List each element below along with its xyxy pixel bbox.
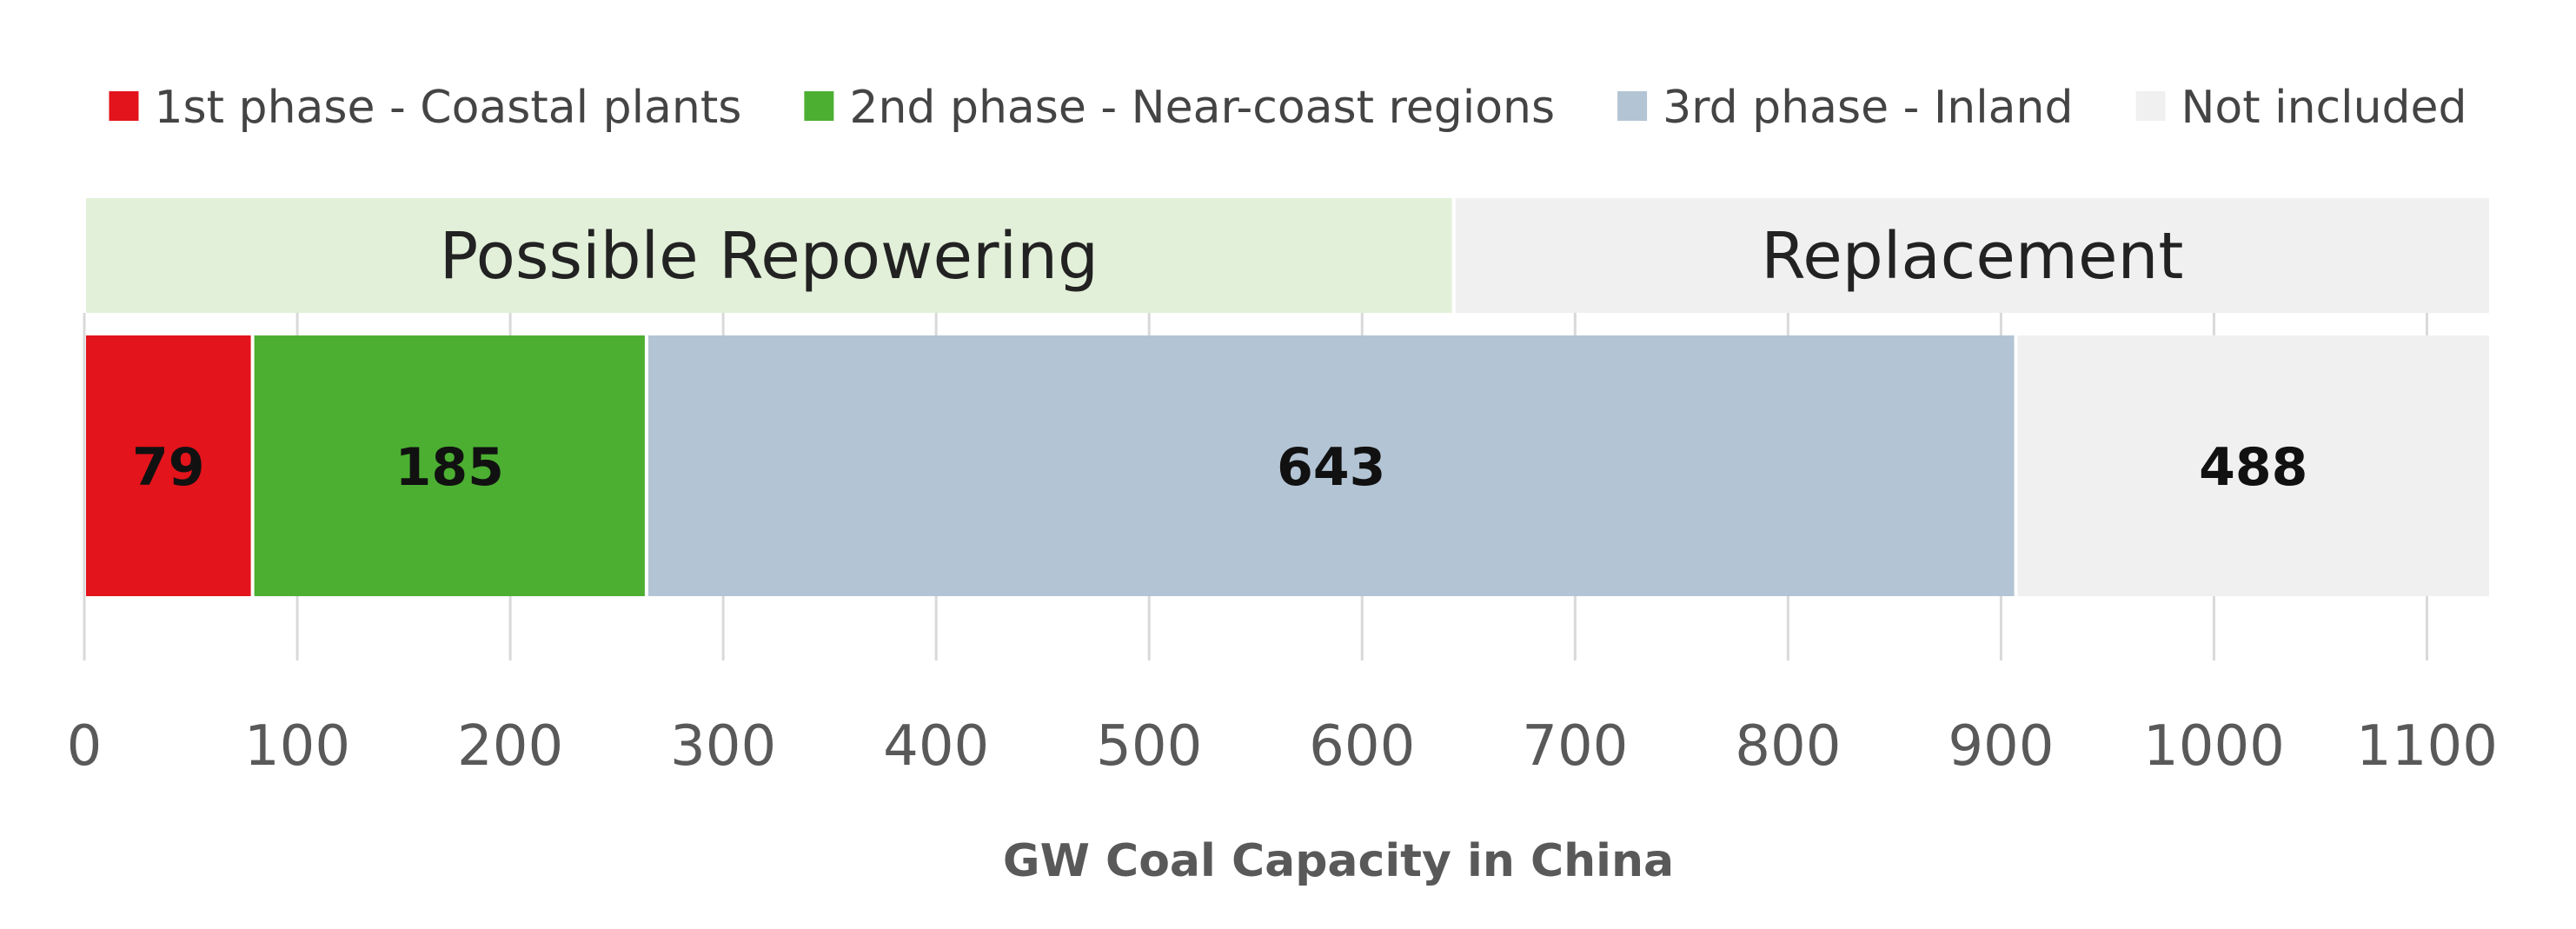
value-label: 488 (2199, 437, 2307, 498)
legend-swatch (109, 91, 139, 121)
legend-label: 2nd phase - Near-coast regions (849, 82, 1555, 134)
x-tick-label: 1000 (2143, 714, 2285, 779)
legend-item: 1st phase - Coastal plants (109, 82, 741, 134)
group-band (1455, 198, 2489, 313)
x-tick-label: 500 (1096, 714, 1202, 779)
bar-segment (647, 335, 2015, 596)
group-band (86, 198, 1452, 313)
x-tick-label: 1100 (2356, 714, 2498, 779)
legend: 1st phase - Coastal plants 2nd phase - Ne… (109, 82, 2467, 134)
value-label: 79 (132, 437, 205, 498)
group-header-layer: Possible Repowering Replacement (86, 198, 2489, 313)
value-label: 185 (395, 437, 504, 498)
x-tick-label: 800 (1735, 714, 1841, 779)
x-tick-label: 200 (457, 714, 563, 779)
x-tick-label: 0 (67, 714, 103, 779)
legend-item: 3rd phase - Inland (1617, 82, 2073, 134)
legend-swatch (1617, 91, 1648, 121)
value-label: 643 (1277, 437, 1385, 498)
x-tick-label: 400 (883, 714, 989, 779)
bar-segment (2017, 335, 2489, 596)
x-tick-label: 700 (1522, 714, 1628, 779)
legend-item: 2nd phase - Near-coast regions (804, 82, 1555, 134)
group-label: Possible Repowering (440, 219, 1099, 294)
legend-item: Not included (2135, 82, 2467, 134)
x-tick-label: 100 (244, 714, 350, 779)
legend-swatch (2135, 91, 2166, 121)
legend-label: Not included (2181, 82, 2466, 134)
bar-segment (254, 335, 645, 596)
value-label-layer: 79 185 643 488 (132, 437, 2307, 498)
bar-segment (86, 335, 251, 596)
x-axis-title: GW Coal Capacity in China (1003, 835, 1674, 887)
x-tick-label: 900 (1948, 714, 2054, 779)
legend-label: 3rd phase - Inland (1663, 82, 2073, 134)
x-tick-label: 600 (1309, 714, 1415, 779)
group-label: Replacement (1761, 219, 2183, 294)
legend-swatch (804, 91, 834, 121)
bar-layer (86, 335, 2489, 596)
legend-label: 1st phase - Coastal plants (154, 82, 741, 134)
x-tick-label: 300 (670, 714, 776, 779)
x-axis-tick-layer: 0 100 200 300 400 500 600 700 800 900 1000 1100 (67, 714, 2498, 779)
